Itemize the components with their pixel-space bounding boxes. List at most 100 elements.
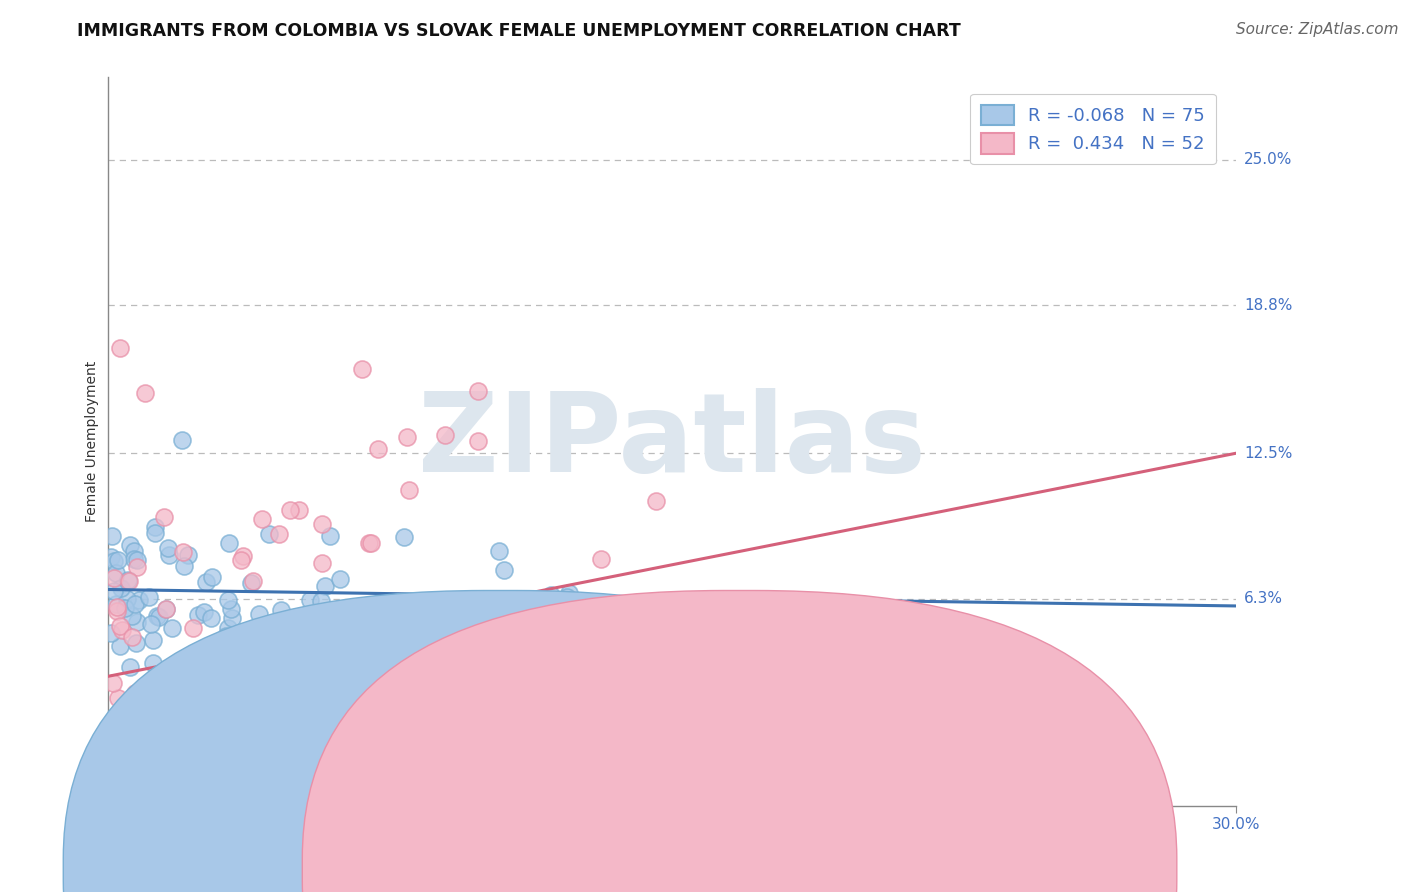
Point xyxy=(314,579,336,593)
Point xyxy=(350,362,373,376)
Point xyxy=(644,494,666,508)
Point xyxy=(105,600,128,615)
Point xyxy=(103,584,125,599)
Point xyxy=(488,544,510,558)
Point xyxy=(558,586,581,600)
Point xyxy=(361,615,384,629)
Point xyxy=(125,553,148,567)
Text: 12.5%: 12.5% xyxy=(1244,446,1292,461)
Point xyxy=(236,650,259,665)
Point xyxy=(173,559,195,574)
Text: ZIPatlas: ZIPatlas xyxy=(418,388,925,495)
Point xyxy=(177,549,200,563)
Point xyxy=(242,574,264,589)
Point xyxy=(540,588,562,602)
Point xyxy=(145,525,167,540)
Point xyxy=(122,544,145,558)
Point xyxy=(101,529,124,543)
Point xyxy=(125,615,148,629)
Point xyxy=(156,707,179,722)
Point xyxy=(103,571,125,585)
Point xyxy=(287,502,309,516)
Point xyxy=(118,538,141,552)
Point xyxy=(326,644,349,658)
Point xyxy=(100,626,122,640)
Point xyxy=(108,341,131,355)
Point xyxy=(118,660,141,674)
Point xyxy=(467,434,489,448)
Point xyxy=(239,654,262,668)
Point xyxy=(269,527,291,541)
Point xyxy=(138,590,160,604)
Point xyxy=(105,604,128,618)
Point xyxy=(156,541,179,556)
Point xyxy=(225,760,247,774)
Point xyxy=(589,552,612,566)
Text: Source: ZipAtlas.com: Source: ZipAtlas.com xyxy=(1236,22,1399,37)
Text: IMMIGRANTS FROM COLOMBIA VS SLOVAK FEMALE UNEMPLOYMENT CORRELATION CHART: IMMIGRANTS FROM COLOMBIA VS SLOVAK FEMAL… xyxy=(77,22,962,40)
Point xyxy=(118,574,141,588)
Point xyxy=(124,686,146,700)
Text: Slovaks: Slovaks xyxy=(766,863,825,877)
Point xyxy=(292,689,315,703)
Point xyxy=(311,556,333,570)
Point xyxy=(392,530,415,544)
Point xyxy=(217,621,239,635)
Point xyxy=(125,560,148,574)
Point xyxy=(142,657,165,671)
Point xyxy=(232,549,254,563)
Point xyxy=(250,512,273,526)
Point xyxy=(367,442,389,456)
Point xyxy=(359,535,381,549)
Text: 6.3%: 6.3% xyxy=(1244,591,1284,607)
Point xyxy=(259,635,281,649)
Point xyxy=(434,428,457,442)
Point xyxy=(100,549,122,564)
Point xyxy=(215,629,238,643)
Point xyxy=(319,529,342,543)
Point xyxy=(329,572,352,586)
Point xyxy=(117,574,139,588)
Point xyxy=(142,633,165,648)
Point xyxy=(122,870,145,884)
Point xyxy=(172,545,194,559)
Point xyxy=(195,642,218,657)
Point xyxy=(270,603,292,617)
Point xyxy=(257,527,280,541)
Point xyxy=(432,675,454,690)
Point xyxy=(276,621,298,635)
Point xyxy=(181,621,204,635)
Point xyxy=(162,621,184,635)
Point xyxy=(299,593,322,607)
Point xyxy=(139,616,162,631)
Point xyxy=(201,570,224,584)
Point xyxy=(155,602,177,616)
Point xyxy=(278,502,301,516)
Point xyxy=(125,636,148,650)
Point xyxy=(124,597,146,611)
Point xyxy=(108,619,131,633)
Text: 25.0%: 25.0% xyxy=(1244,153,1292,167)
Point xyxy=(103,554,125,568)
Point xyxy=(107,553,129,567)
Text: 18.8%: 18.8% xyxy=(1244,298,1292,313)
Point xyxy=(332,643,354,657)
Point xyxy=(148,610,170,624)
Point xyxy=(666,657,689,671)
Point xyxy=(188,665,211,680)
Point xyxy=(395,430,418,444)
Point xyxy=(128,593,150,607)
Point xyxy=(191,661,214,675)
Point xyxy=(398,483,420,497)
Point xyxy=(104,598,127,612)
Point xyxy=(157,549,180,563)
Point xyxy=(155,602,177,616)
Point xyxy=(467,384,489,398)
Point xyxy=(247,607,270,621)
Point xyxy=(110,581,132,595)
Point xyxy=(156,669,179,683)
Text: Immigrants from Colombia: Immigrants from Colombia xyxy=(527,863,733,877)
Point xyxy=(194,575,217,590)
Point xyxy=(311,516,333,531)
Point xyxy=(170,433,193,447)
